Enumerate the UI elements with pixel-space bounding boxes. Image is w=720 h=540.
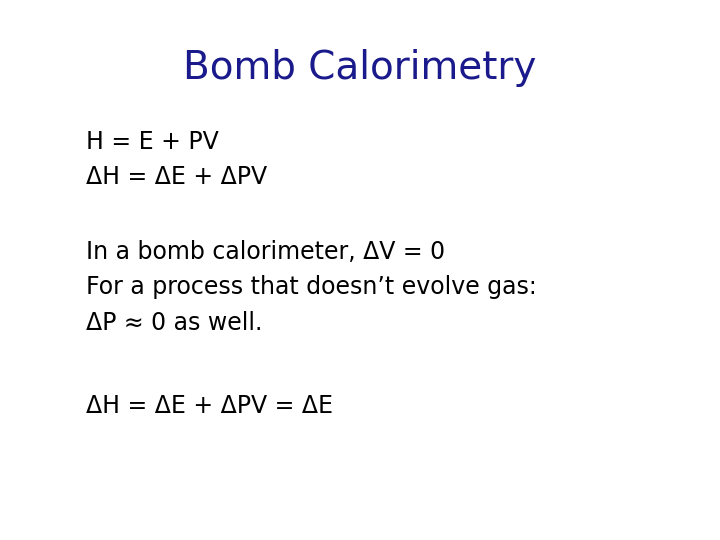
Text: ΔH = ΔE + ΔPV: ΔH = ΔE + ΔPV [86, 165, 268, 188]
Text: In a bomb calorimeter, ΔV = 0: In a bomb calorimeter, ΔV = 0 [86, 240, 446, 264]
Text: H = E + PV: H = E + PV [86, 130, 219, 153]
Text: ΔH = ΔE + ΔPV = ΔE: ΔH = ΔE + ΔPV = ΔE [86, 394, 333, 418]
Text: Bomb Calorimetry: Bomb Calorimetry [184, 49, 536, 86]
Text: For a process that doesn’t evolve gas:: For a process that doesn’t evolve gas: [86, 275, 537, 299]
Text: ΔP ≈ 0 as well.: ΔP ≈ 0 as well. [86, 310, 263, 334]
